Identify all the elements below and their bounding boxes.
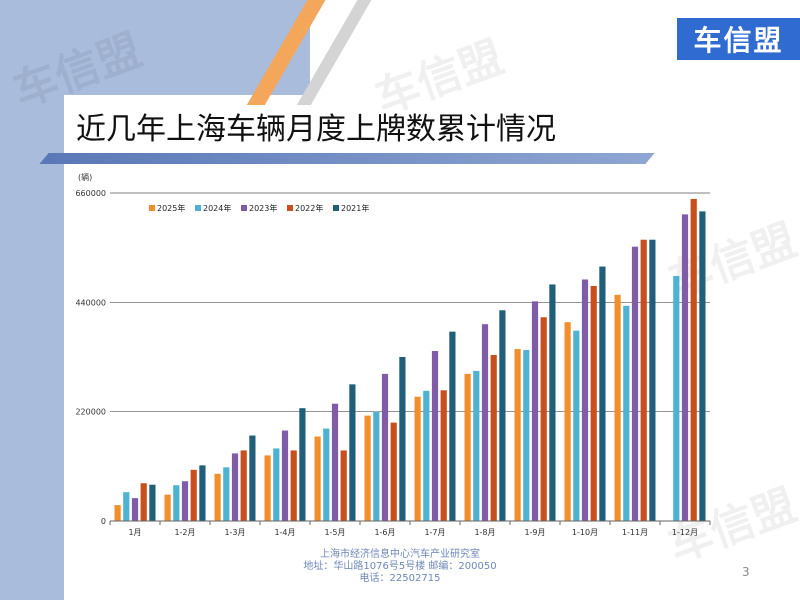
bar-2021年-1-4月 [299, 408, 306, 521]
bar-2025年-1-4月 [264, 455, 271, 521]
bar-2023年-1-8月 [481, 324, 489, 521]
bar-2024年-1-4月 [273, 448, 280, 521]
brand-logo: 车信盟 [677, 18, 800, 60]
bar-2022年-1-5月 [340, 450, 347, 521]
bar-2025年-1-11月 [614, 294, 621, 521]
footer-phone: 电话：22502715 [359, 573, 441, 584]
legend-swatch [149, 205, 155, 211]
bar-2021年-1-8月 [499, 310, 506, 521]
bar-2023年-1-10月 [581, 279, 589, 521]
y-tick-label: 440000 [75, 298, 106, 307]
legend-swatch [195, 205, 201, 211]
x-tick-label: 1-12月 [672, 528, 698, 537]
legend-swatch [287, 205, 293, 211]
bar-2022年-1-9月 [540, 317, 547, 521]
bar-2023年-1-3月 [231, 453, 239, 521]
x-tick-label: 1月 [128, 528, 141, 537]
bar-2022年-1月 [140, 483, 147, 521]
legend-label: 2024年 [203, 203, 231, 213]
bar-2023年-1-9月 [531, 301, 539, 521]
x-tick-label: 1-2月 [174, 528, 195, 537]
x-tick-label: 1-6月 [374, 528, 395, 537]
x-tick-label: 1-3月 [224, 528, 245, 537]
title-underline-bar [39, 153, 655, 164]
bar-2022年-1-3月 [240, 450, 247, 521]
page-number: 3 [742, 565, 750, 579]
y-tick-label: 220000 [75, 408, 106, 417]
bar-2024年-1-12月 [673, 275, 680, 521]
page-title: 近几年上海车辆月度上牌数累计情况 [76, 112, 556, 147]
bar-2022年-1-12月 [690, 198, 697, 522]
bar-2024年-1-6月 [373, 411, 380, 521]
x-tick-label: 1-8月 [474, 528, 495, 537]
bar-2021年-1-2月 [199, 465, 206, 521]
bar-2025年-1-3月 [214, 473, 221, 521]
bar-2021年-1-6月 [399, 357, 406, 521]
bar-2025年-1-7月 [414, 396, 421, 521]
bar-2021年-1-7月 [449, 331, 456, 521]
bar-2023年-1-2月 [181, 481, 189, 521]
bar-2023年-1-12月 [681, 214, 689, 521]
footer-address: 地址：华山路1076号5号楼 邮编：200050 [303, 561, 497, 572]
x-tick-label: 1-4月 [274, 528, 295, 537]
x-tick-label: 1-5月 [324, 528, 345, 537]
x-tick-label: 1-7月 [424, 528, 445, 537]
bar-2023年-1-7月 [431, 351, 439, 521]
bar-2024年-1-5月 [323, 428, 330, 521]
bar-2021年-1-3月 [249, 435, 256, 521]
legend-label: 2021年 [341, 203, 369, 213]
y-tick-label: 660000 [75, 189, 106, 198]
bar-2025年-1-10月 [564, 322, 571, 521]
bar-2021年-1-12月 [699, 211, 706, 521]
bar-2024年-1-9月 [523, 350, 530, 521]
x-tick-label: 1-11月 [622, 528, 648, 537]
bar-2023年-1-4月 [281, 430, 289, 521]
footer-org: 上海市经济信息中心汽车产业研究室 [320, 549, 480, 560]
bar-2022年-1-8月 [490, 355, 497, 521]
bar-2025年-1-9月 [514, 349, 521, 521]
bar-2022年-1-4月 [290, 450, 297, 521]
bar-2021年-1-10月 [599, 266, 606, 521]
bar-2022年-1-10月 [590, 285, 597, 521]
bar-2025年-1-6月 [364, 415, 371, 521]
bar-2023年-1月 [131, 498, 139, 521]
legend-label: 2022年 [295, 203, 323, 213]
bar-2024年-1月 [123, 492, 130, 521]
bar-2023年-1-11月 [631, 246, 639, 521]
bar-2023年-1-5月 [331, 403, 339, 521]
bar-2022年-1-11月 [640, 239, 647, 521]
bar-2022年-1-2月 [190, 469, 197, 521]
bar-2025年-1-2月 [164, 494, 171, 521]
bar-2021年-1-5月 [349, 384, 356, 521]
y-tick-label: 0 [101, 517, 106, 526]
bar-chart: (辆) 0 220000 440000 660000 1月 1-2月 1-3月 1-4月 1-5月… [75, 172, 711, 537]
bar-2024年-1-10月 [573, 330, 580, 521]
y-axis-unit-label: (辆) [78, 172, 92, 182]
x-tick-label: 1-9月 [524, 528, 545, 537]
footer: 上海市经济信息中心汽车产业研究室 地址：华山路1076号5号楼 邮编：20005… [270, 549, 530, 585]
legend-label: 2025年 [157, 203, 185, 213]
bar-2021年-1月 [149, 484, 156, 521]
bar-2022年-1-7月 [440, 390, 447, 521]
x-tick-label: 1-10月 [572, 528, 598, 537]
legend-swatch [241, 205, 247, 211]
bar-2024年-1-3月 [223, 467, 230, 521]
legend-swatch [333, 205, 339, 211]
bar-2022年-1-6月 [390, 422, 397, 521]
bar-2025年-1-8月 [464, 373, 471, 521]
top-decor-band [0, 0, 310, 95]
bar-2025年-1月 [114, 505, 121, 521]
bar-2021年-1-9月 [549, 284, 556, 521]
bar-2024年-1-11月 [623, 305, 630, 521]
bar-2021年-1-11月 [649, 239, 656, 521]
bar-2024年-1-8月 [473, 370, 480, 521]
bar-2024年-1-2月 [173, 485, 180, 521]
bar-2025年-1-5月 [314, 436, 321, 521]
left-decor-band [0, 0, 64, 600]
bar-2024年-1-7月 [423, 390, 430, 521]
bar-2023年-1-6月 [381, 373, 389, 521]
legend-label: 2023年 [249, 203, 277, 213]
